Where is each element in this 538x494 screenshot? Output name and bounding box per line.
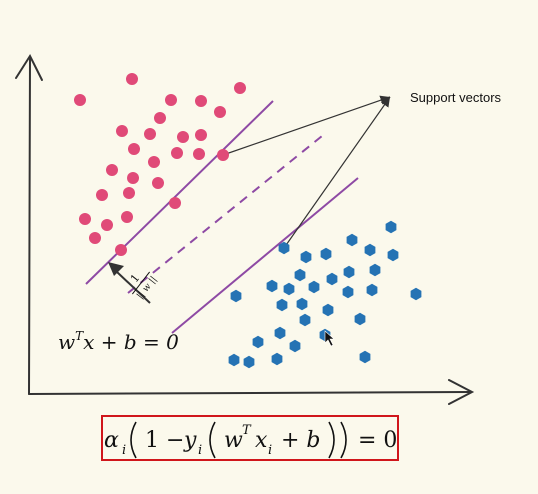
positive-point [128,143,140,155]
positive-support-vectors [115,149,229,256]
negative-point [320,247,332,261]
negative-point [252,335,264,349]
formula-plus-b: + b [281,428,321,453]
negative-point [274,326,286,340]
positive-point [123,187,135,199]
negative-point [366,283,378,297]
negative-point [296,297,308,311]
negative-point [342,285,354,299]
support-vector-pointers [222,95,391,249]
negative-point [369,263,381,277]
positive-margin-line [85,100,274,285]
negative-point [322,303,334,317]
margin-arrow [108,262,151,304]
formula-alpha: α [104,428,119,453]
positive-point [195,129,207,141]
y-axis-arrowhead [15,53,43,81]
positive-point [89,232,101,244]
formula-eq-zero: = 0 [358,428,397,453]
support-vector-positive [115,244,127,256]
support-vector-negative [278,241,290,255]
negative-point [346,233,358,247]
negative-point [289,339,301,353]
formula-paren-open-inner [209,421,216,459]
positive-point [121,211,133,223]
axes [15,53,475,405]
negative-margin-line [171,177,359,334]
negative-point [359,350,371,364]
formula-w: w [224,428,243,453]
negative-point [294,268,306,282]
positive-point [234,82,246,94]
negative-point [266,279,278,293]
formula-y: y [183,428,197,453]
negative-point [364,243,376,257]
positive-point [74,94,86,106]
negative-point [326,272,338,286]
positive-point [116,125,128,137]
y-axis [28,57,31,395]
hyperplane-equation: wTx + b = 0 [58,329,179,354]
negative-point [271,352,283,366]
support-vector-positive [217,149,229,161]
formula-w-sup: T [242,423,252,438]
negative-point [283,282,295,296]
support-vectors-label: Support vectors [410,90,502,105]
positive-point [127,172,139,184]
formula-one-minus: 1 − [145,428,184,453]
negative-point [410,287,422,301]
negative-point [308,280,320,294]
negative-point [276,298,288,312]
positive-point [169,197,181,209]
formula-highlight-box [101,415,399,461]
positive-point [195,95,207,107]
positive-point [165,94,177,106]
formula-x: x [255,428,268,453]
negative-point [243,355,255,369]
positive-point [154,112,166,124]
hyperplane-w: w [58,330,75,354]
negative-point [385,220,397,234]
positive-point [106,164,118,176]
negative-point [300,250,312,264]
positive-point [79,213,91,225]
negative-point [299,313,311,327]
positive-point [148,156,160,168]
formula-x-sub: i [268,443,272,458]
x-axis-arrowhead [448,379,475,405]
positive-class-points [74,73,246,244]
negative-point [354,312,366,326]
positive-point [101,219,113,231]
negative-point [228,353,240,367]
x-axis [28,391,471,395]
negative-class-points [228,220,422,369]
hyperplane-rest: x + b = 0 [83,330,179,354]
positive-point [144,128,156,140]
kkt-formula: α i 1 − y i w T x i + b = 0 [104,421,397,459]
positive-point [126,73,138,85]
svg-text:wTx + b = 0: wTx + b = 0 [58,329,179,354]
mouse-cursor-icon [324,330,335,347]
formula-paren-open-outer [130,421,137,459]
formula-paren-close-outer [340,421,347,459]
formula-y-sub: i [198,443,202,458]
positive-point [177,131,189,143]
positive-point [193,148,205,160]
negative-point [387,248,399,262]
formula-alpha-sub: i [122,443,126,458]
formula-paren-close-inner [328,421,335,459]
positive-point [171,147,183,159]
negative-point [230,289,242,303]
hyperplane-sup: T [75,329,84,343]
positive-point [96,189,108,201]
positive-point [214,106,226,118]
positive-point [152,177,164,189]
negative-point [343,265,355,279]
